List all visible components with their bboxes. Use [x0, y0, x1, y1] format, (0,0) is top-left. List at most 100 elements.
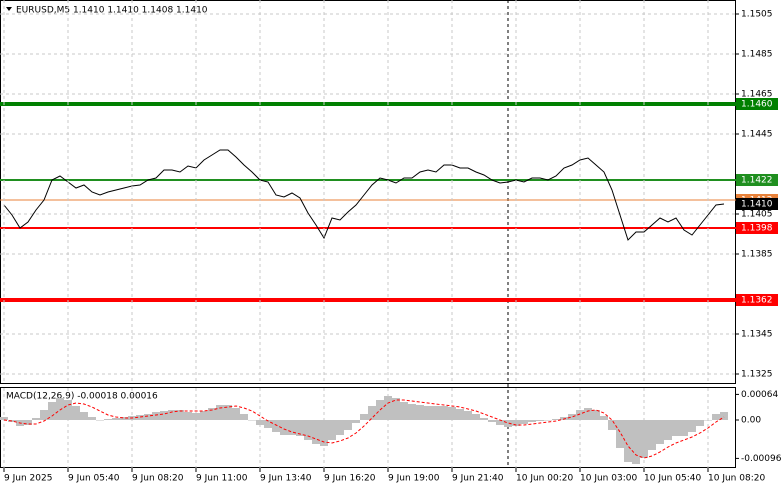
histogram-bar: [648, 420, 656, 450]
x-tick-label: 9 Jun 21:40: [452, 474, 504, 484]
histogram-bar: [200, 411, 208, 420]
histogram-bar: [640, 420, 648, 458]
histogram-bar: [168, 410, 176, 420]
last-price-box: [736, 198, 778, 210]
histogram-bar: [120, 417, 128, 420]
histogram-bar: [176, 410, 184, 420]
macd-panel: [0, 387, 736, 468]
histogram-bar: [480, 418, 488, 420]
x-tick-label: 9 Jun 19:00: [388, 474, 440, 484]
histogram-bar: [40, 410, 48, 420]
x-tick-label: 10 Jun 08:20: [708, 474, 765, 484]
macd-title: MACD(12,26,9) -0.00018 0.00016: [6, 392, 158, 402]
histogram-bar: [432, 406, 440, 420]
price-line: [3, 149, 725, 241]
histogram-bar: [416, 405, 424, 420]
histogram-bar: [504, 420, 512, 427]
y-tick-label: 1.1345: [741, 330, 773, 340]
histogram-bar: [328, 420, 336, 440]
histogram-bar: [72, 406, 80, 420]
x-tick-label: 9 Jun 08:20: [132, 474, 184, 484]
last-price-label: 1.1410: [741, 200, 773, 210]
y-tick-label: 0.00064: [741, 390, 778, 400]
histogram-bar: [56, 398, 64, 420]
histogram-bar: [568, 414, 576, 420]
histogram-bar: [456, 409, 464, 420]
histogram-bar: [424, 406, 432, 420]
histogram-bar: [144, 414, 152, 420]
histogram-bar: [112, 418, 120, 420]
level-label: 1.1398: [741, 224, 773, 234]
histogram-bar: [256, 420, 264, 425]
histogram-bar: [80, 412, 88, 420]
histogram-bar: [272, 420, 280, 432]
x-tick-label: 9 Jun 13:40: [260, 474, 312, 484]
level-label-box: [736, 294, 778, 306]
histogram-bar: [440, 406, 448, 420]
y-tick-label: 1.1405: [741, 210, 773, 220]
histogram-bar: [680, 420, 688, 436]
price-panel: [0, 0, 736, 384]
histogram-bar: [536, 420, 544, 421]
histogram-bar: [88, 417, 96, 420]
histogram-bar: [512, 420, 520, 426]
histogram-bar: [608, 420, 616, 430]
histogram-bar: [544, 420, 552, 421]
level-label-box: [736, 174, 778, 186]
histogram-bar: [264, 420, 272, 428]
histogram-bar: [448, 407, 456, 420]
histogram-bar: [160, 411, 168, 420]
y-tick-label: 1.1385: [741, 250, 773, 260]
histogram-bar: [592, 410, 600, 420]
y-tick-label: 1.1325: [741, 370, 773, 380]
histogram-bar: [520, 420, 528, 424]
histogram-bar: [248, 420, 256, 421]
histogram-bar: [408, 404, 416, 420]
histogram-bar: [96, 420, 104, 421]
histogram-bar: [136, 415, 144, 420]
histogram-bar: [320, 420, 328, 446]
menu-arrow[interactable]: [6, 7, 12, 11]
histogram-bar: [48, 402, 56, 420]
histogram-bar: [464, 411, 472, 420]
histogram-bar: [384, 396, 392, 420]
x-tick-label: 10 Jun 00:20: [516, 474, 573, 484]
level-label: 1.1362: [741, 296, 773, 306]
histogram-bar: [392, 398, 400, 420]
histogram-bar: [208, 408, 216, 420]
histogram-bar: [104, 419, 112, 420]
y-tick-label: 1.1445: [741, 130, 773, 140]
y-tick-label: -0.00096: [741, 454, 781, 464]
histogram-bar: [352, 420, 360, 423]
histogram-bar: [472, 414, 480, 420]
chart-title: EURUSD,M5 1.1410 1.1410 1.1408 1.1410: [16, 6, 208, 16]
histogram-bar: [280, 420, 288, 435]
level-label-box: [736, 98, 778, 110]
y-tick-label: 1.1505: [741, 10, 773, 20]
x-tick-label: 10 Jun 05:40: [644, 474, 701, 484]
histogram-bar: [576, 410, 584, 420]
signal-line: [3, 399, 725, 459]
x-tick-label: 9 Jun 16:20: [324, 474, 376, 484]
histogram-bar: [288, 420, 296, 435]
histogram-bar: [616, 420, 624, 448]
x-tick-label: 9 Jun 2025: [4, 474, 52, 484]
histogram-bar: [368, 406, 376, 420]
histogram-bar: [688, 420, 696, 432]
x-tick-label: 9 Jun 05:40: [68, 474, 120, 484]
histogram-bar: [600, 416, 608, 420]
histogram-bar: [64, 400, 72, 420]
histogram-bar: [336, 420, 344, 435]
histogram-bar: [32, 418, 40, 420]
histogram-bar: [8, 420, 16, 422]
x-tick-label: 10 Jun 03:00: [580, 474, 637, 484]
histogram-bar: [216, 405, 224, 420]
histogram-bar: [720, 412, 728, 420]
level-label-box: [736, 222, 778, 234]
x-tick-label: 9 Jun 11:00: [196, 474, 248, 484]
y-tick-label: 0.00: [741, 416, 761, 426]
histogram-bar: [24, 420, 32, 425]
histogram-bar: [240, 414, 248, 420]
